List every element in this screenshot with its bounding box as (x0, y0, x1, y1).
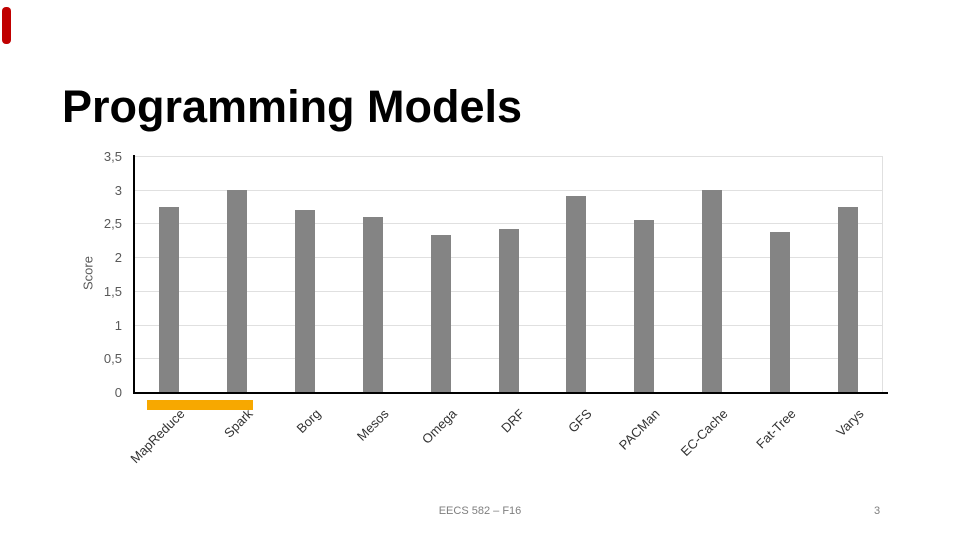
ytick-label-3-5: 3,5 (103, 149, 122, 164)
xlabel-varys: Varys (833, 406, 867, 440)
footer-course-label: EECS 582 – F16 (438, 505, 522, 517)
bar-fat-tree (770, 232, 790, 392)
slide-page-number: 3 (874, 505, 881, 517)
y-axis-line (133, 155, 135, 392)
xlabel-spark: Spark (220, 406, 256, 441)
bar-pacman (634, 220, 654, 392)
y-axis-title: Score (80, 256, 96, 290)
ytick-label-0-5: 0,5 (103, 351, 122, 366)
ytick-label-2: 2 (114, 250, 122, 265)
highlight-underline (147, 400, 253, 410)
gridline-3.5 (135, 156, 882, 157)
bar-mesos (363, 217, 383, 392)
gridline-3 (135, 190, 882, 191)
ytick-label-1-5: 1,5 (103, 284, 122, 299)
bar-gfs (566, 196, 586, 392)
bar-varys (838, 207, 858, 392)
x-axis-line (133, 392, 888, 394)
gridline-2.5 (135, 223, 882, 224)
slide-title: Programming Models (62, 81, 523, 133)
bar-borg (295, 210, 315, 392)
bar-drf (499, 229, 519, 392)
bar-ec-cache (702, 190, 722, 392)
ytick-label-2-5: 2,5 (103, 216, 122, 231)
xlabel-fat-tree: Fat-Tree (753, 406, 799, 452)
xlabel-ec-cache: EC-Cache (677, 406, 731, 460)
bar-omega (431, 235, 451, 392)
ytick-label-3: 3 (114, 183, 122, 198)
plot-right-border (882, 156, 883, 392)
bar-mapreduce (159, 207, 179, 392)
ytick-label-1: 1 (114, 318, 122, 333)
bar-spark (227, 190, 247, 392)
xlabel-mapreduce: MapReduce (127, 406, 188, 467)
red-accent-marker (2, 7, 11, 44)
ytick-label-0: 0 (114, 385, 122, 400)
xlabel-borg: Borg (293, 406, 324, 437)
